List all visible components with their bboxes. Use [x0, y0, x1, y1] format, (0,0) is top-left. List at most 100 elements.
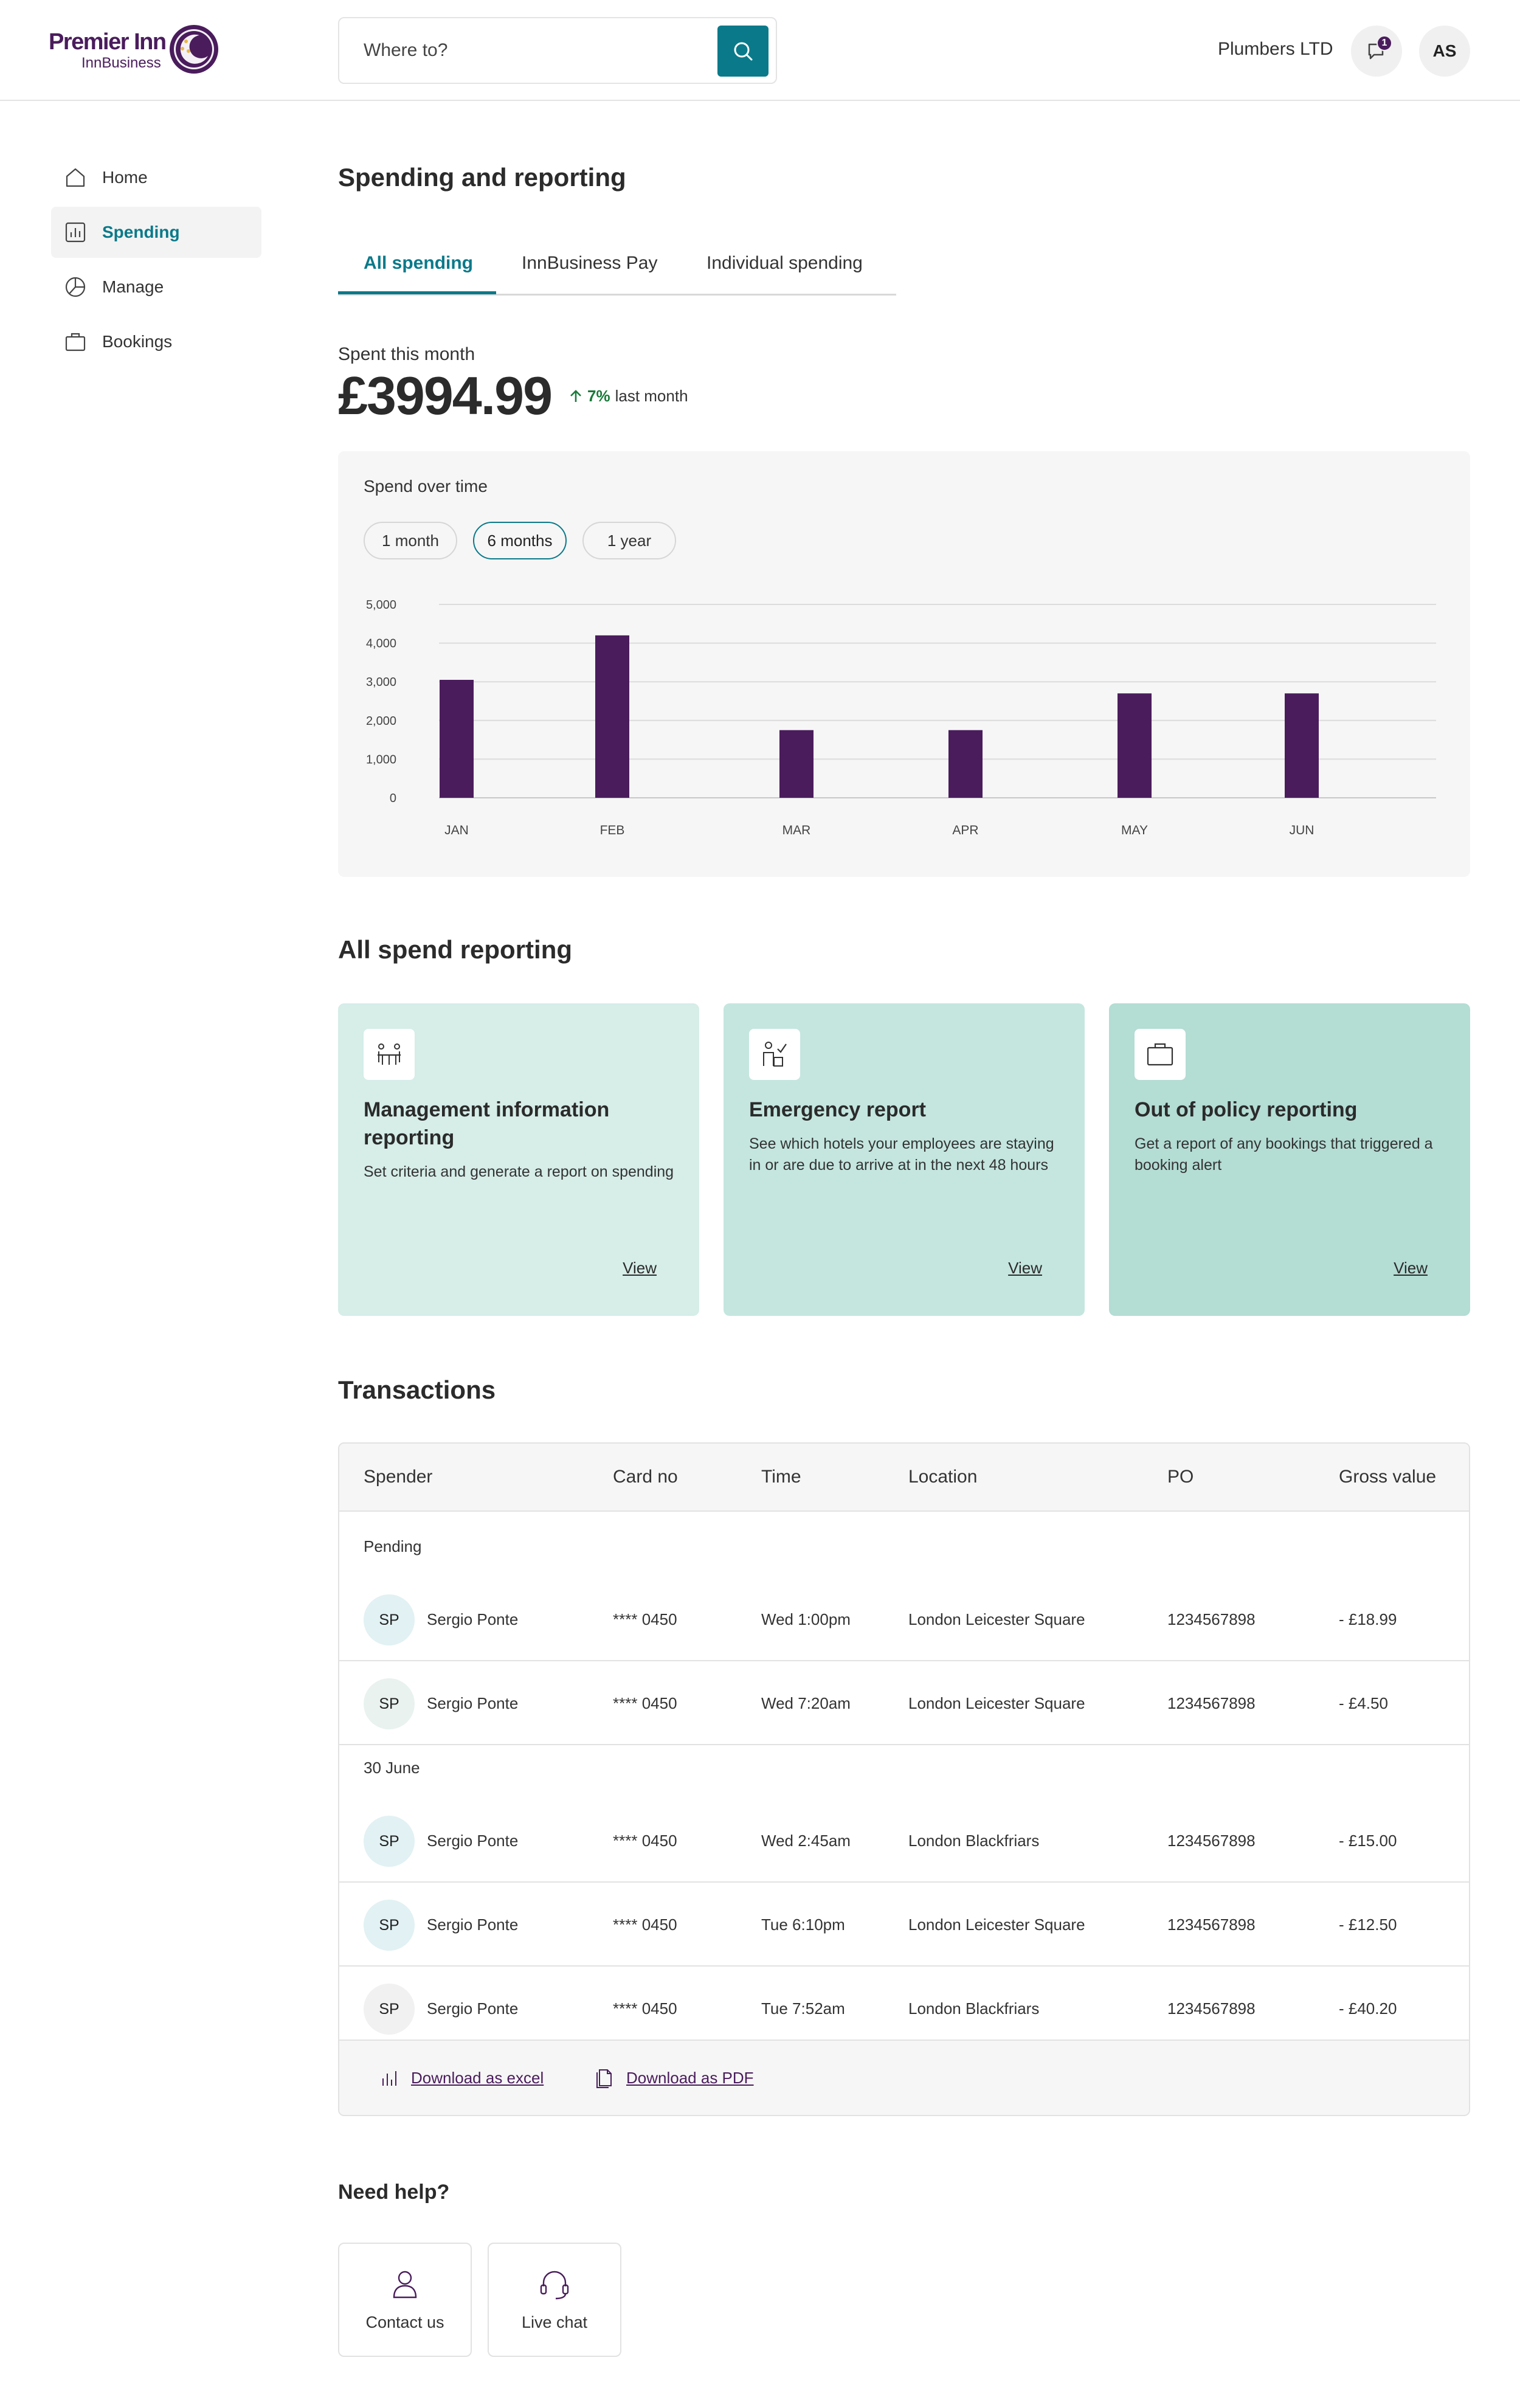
- range-1-month[interactable]: 1 month: [364, 522, 457, 559]
- transactions-title: Transactions: [338, 1375, 496, 1404]
- spender-avatar: SP: [364, 1594, 415, 1645]
- chart-bar-mar[interactable]: [779, 730, 814, 798]
- spender-avatar: SP: [364, 1984, 415, 2035]
- spender-name: Sergio Ponte: [427, 1694, 519, 1712]
- gross-value: - £12.50: [1339, 1915, 1397, 1934]
- need-help-title: Need help?: [338, 2181, 450, 2204]
- sidebar-item-bookings[interactable]: Bookings: [51, 316, 261, 367]
- chart-bar-apr[interactable]: [948, 730, 983, 798]
- chart-bar-may[interactable]: [1118, 693, 1152, 798]
- report-card-description: Set criteria and generate a report on sp…: [364, 1163, 674, 1180]
- bar-chart-icon: [65, 222, 86, 243]
- report-card-emergency[interactable]: Emergency report See which hotels your e…: [724, 1003, 1085, 1316]
- table-row[interactable]: SP Sergio Ponte **** 0450 Wed 2:45am Lon…: [339, 1799, 1469, 1883]
- moon-logo-icon: [170, 25, 218, 74]
- report-view-link[interactable]: View: [1394, 1259, 1428, 1277]
- transactions-table: Spender Card no Time Location PO Gross v…: [338, 1442, 1470, 2116]
- y-tick-label: 5,000: [366, 598, 396, 612]
- x-tick-label: FEB: [600, 823, 625, 837]
- range-6-months[interactable]: 6 months: [473, 522, 567, 559]
- tab-individual-spending[interactable]: Individual spending: [706, 253, 863, 273]
- column-header-gross-value[interactable]: Gross value: [1339, 1467, 1437, 1487]
- y-tick-label: 0: [390, 792, 396, 805]
- headset-icon: [540, 2271, 569, 2300]
- active-tab-indicator: [338, 291, 496, 294]
- spender-name: Sergio Ponte: [427, 1999, 519, 2018]
- spend-change-text: last month: [615, 387, 688, 405]
- column-header-time[interactable]: Time: [761, 1467, 801, 1487]
- transaction-time: Wed 1:00pm: [761, 1610, 851, 1628]
- person-icon: [393, 2271, 417, 2299]
- group-label-pending: Pending: [364, 1537, 422, 1555]
- download-pdf-label: Download as PDF: [626, 2068, 754, 2087]
- tab-innbusiness-pay[interactable]: InnBusiness Pay: [522, 253, 658, 273]
- report-view-link[interactable]: View: [623, 1259, 657, 1277]
- x-tick-label: JUN: [1290, 823, 1314, 837]
- sidebar-item-label: Manage: [102, 277, 164, 296]
- download-pdf-link[interactable]: Download as PDF: [595, 2067, 754, 2088]
- premier-inn-logo[interactable]: Premier Inn InnBusiness: [49, 23, 225, 78]
- spending-tabs: All spending InnBusiness Pay Individual …: [338, 242, 896, 296]
- chart-bar-feb[interactable]: [595, 635, 629, 798]
- gross-value: - £4.50: [1339, 1694, 1388, 1712]
- x-tick-label: JAN: [444, 823, 469, 837]
- contact-us-button[interactable]: Contact us: [338, 2243, 472, 2357]
- bar-chart-icon: [382, 2071, 396, 2086]
- tab-all-spending[interactable]: All spending: [364, 253, 473, 273]
- sidebar-item-manage[interactable]: Manage: [51, 261, 261, 313]
- spend-change-percent: 7%: [587, 387, 610, 405]
- column-header-po[interactable]: PO: [1167, 1467, 1194, 1487]
- spender-avatar: SP: [364, 1816, 415, 1867]
- briefcase-icon: [65, 333, 86, 351]
- spender-avatar: SP: [364, 1678, 415, 1729]
- transaction-time: Tue 6:10pm: [761, 1915, 845, 1934]
- contact-us-label: Contact us: [365, 2313, 444, 2331]
- download-excel-link[interactable]: Download as excel: [379, 2067, 544, 2088]
- search-button[interactable]: [717, 26, 769, 77]
- report-view-link[interactable]: View: [1008, 1259, 1042, 1277]
- table-row[interactable]: SP Sergio Ponte **** 0450 Wed 1:00pm Lon…: [339, 1577, 1469, 1661]
- range-1-year[interactable]: 1 year: [582, 522, 676, 559]
- gross-value: - £18.99: [1339, 1610, 1397, 1628]
- report-card-description: Get a report of any bookings that trigge…: [1135, 1135, 1433, 1174]
- y-tick-label: 4,000: [366, 637, 396, 651]
- x-tick-label: APR: [952, 823, 978, 837]
- chart-bar-jan[interactable]: [440, 680, 474, 798]
- sidebar-item-home[interactable]: Home: [51, 152, 261, 203]
- user-avatar[interactable]: AS: [1419, 26, 1470, 77]
- chart-title: Spend over time: [364, 477, 488, 496]
- search-input[interactable]: Where to?: [364, 40, 448, 60]
- pie-chart-icon: [65, 277, 86, 297]
- messages-button[interactable]: 1: [1351, 26, 1402, 77]
- company-name[interactable]: Plumbers LTD: [1218, 39, 1333, 59]
- chart-bar-jun[interactable]: [1285, 693, 1319, 798]
- gross-value: - £40.20: [1339, 1999, 1397, 2018]
- logo-brand-name: Premier Inn: [49, 29, 167, 55]
- table-row[interactable]: SP Sergio Ponte **** 0450 Tue 6:10pm Lon…: [339, 1883, 1469, 1967]
- reporting-section-title: All spend reporting: [338, 935, 573, 964]
- destination-search[interactable]: Where to?: [338, 17, 777, 84]
- group-label-date: 30 June: [364, 1759, 420, 1777]
- column-header-location[interactable]: Location: [908, 1467, 978, 1487]
- sidebar-item-label: Home: [102, 168, 148, 187]
- sidebar-item-spending[interactable]: Spending: [51, 207, 261, 258]
- transaction-location: London Leicester Square: [908, 1610, 1085, 1628]
- report-card-out-of-policy[interactable]: Out of policy reporting Get a report of …: [1109, 1003, 1470, 1316]
- meeting-icon: [364, 1029, 415, 1080]
- y-tick-label: 2,000: [366, 714, 396, 728]
- table-row[interactable]: SP Sergio Ponte **** 0450 Wed 7:20am Lon…: [339, 1661, 1469, 1745]
- column-header-spender[interactable]: Spender: [364, 1467, 433, 1487]
- y-tick-label: 3,000: [366, 676, 396, 689]
- report-card-management[interactable]: Management information reporting Set cri…: [338, 1003, 699, 1316]
- live-chat-button[interactable]: Live chat: [488, 2243, 621, 2357]
- sidebar-item-label: Bookings: [102, 332, 173, 351]
- po-number: 1234567898: [1167, 1832, 1256, 1850]
- transaction-time: Wed 7:20am: [761, 1694, 851, 1712]
- card-number: **** 0450: [613, 1999, 677, 2018]
- table-row[interactable]: SP Sergio Ponte **** 0450 Tue 7:52am Lon…: [339, 1967, 1469, 2050]
- spender-name: Sergio Ponte: [427, 1915, 519, 1934]
- card-number: **** 0450: [613, 1915, 677, 1934]
- column-header-card-no[interactable]: Card no: [613, 1467, 678, 1487]
- spender-name: Sergio Ponte: [427, 1610, 519, 1628]
- spent-this-month-label: Spent this month: [338, 344, 475, 364]
